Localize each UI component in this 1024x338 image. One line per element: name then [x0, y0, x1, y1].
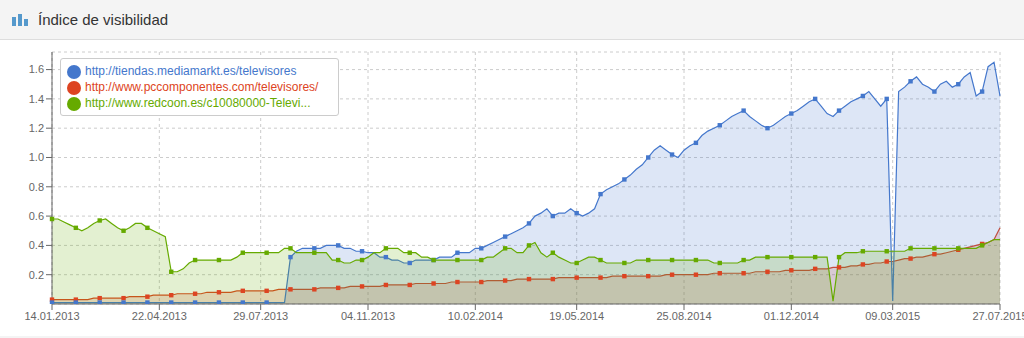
- svg-text:09.03.2015: 09.03.2015: [865, 310, 920, 322]
- svg-text:0.6: 0.6: [29, 210, 44, 222]
- html-text:http://www.pccomponentes.com/t: http://www.pccomponentes.com/televisores…: [85, 80, 319, 94]
- svg-text:01.12.2014: 01.12.2014: [764, 310, 819, 322]
- html-text:Índice de visibilidad: Índice de visibilidad: [38, 11, 169, 28]
- html-text:http://www.redcoon.es/c1008000: http://www.redcoon.es/c10080000-Televi..…: [85, 96, 311, 110]
- svg-text:04.11.2013: 04.11.2013: [341, 310, 395, 322]
- svg-text:0.8: 0.8: [29, 181, 44, 193]
- svg-text:19.05.2014: 19.05.2014: [549, 310, 604, 322]
- svg-text:0.4: 0.4: [29, 239, 44, 251]
- svg-text:27.07.2015: 27.07.2015: [972, 310, 1016, 322]
- html-text:http://tiendas.mediamarkt.es/t: http://tiendas.mediamarkt.es/televisores: [85, 64, 297, 78]
- svg-text:25.08.2014: 25.08.2014: [656, 310, 711, 322]
- svg-text:1.6: 1.6: [29, 63, 44, 75]
- svg-text:1.2: 1.2: [29, 122, 44, 134]
- svg-text:1.0: 1.0: [29, 151, 44, 163]
- svg-text:22.04.2013: 22.04.2013: [132, 310, 187, 322]
- svg-text:14.01.2013: 14.01.2013: [24, 310, 79, 322]
- svg-text:1.4: 1.4: [29, 93, 44, 105]
- svg-text:29.07.2013: 29.07.2013: [233, 310, 288, 322]
- svg-text:10.02.2014: 10.02.2014: [448, 310, 503, 322]
- svg-text:0.2: 0.2: [29, 269, 44, 281]
